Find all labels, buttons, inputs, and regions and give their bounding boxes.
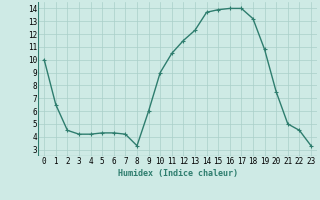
X-axis label: Humidex (Indice chaleur): Humidex (Indice chaleur) [118, 169, 238, 178]
